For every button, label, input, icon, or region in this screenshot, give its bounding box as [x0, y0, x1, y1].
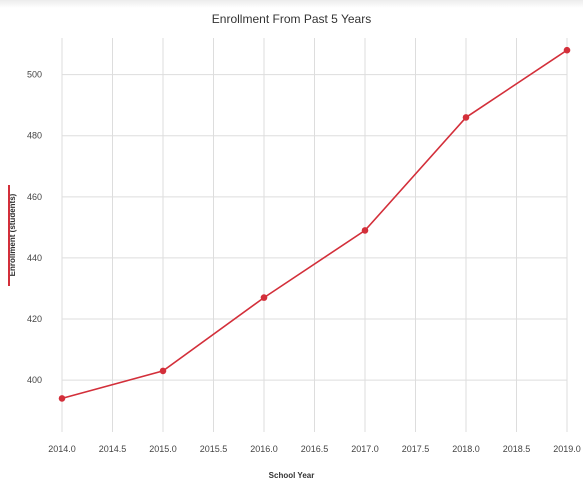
x-axis-title: School Year [268, 471, 315, 480]
x-tick-label: 2019.0 [553, 444, 581, 454]
chart-title: Enrollment From Past 5 Years [211, 12, 372, 26]
x-tick-label: 2018.5 [503, 444, 531, 454]
x-tick-label: 2017.5 [402, 444, 430, 454]
x-tick-label: 2015.5 [200, 444, 228, 454]
x-tick-label: 2016.5 [301, 444, 329, 454]
top-shade [0, 0, 583, 8]
data-point [159, 367, 167, 375]
x-tick-label: 2015.0 [149, 444, 177, 454]
series-line [61, 49, 568, 400]
data-point [260, 294, 268, 301]
y-tick-label: 440 [27, 253, 42, 263]
series [58, 46, 571, 402]
x-tick-label: 2014.5 [99, 444, 127, 454]
y-tick-label: 400 [27, 375, 42, 385]
data-point [58, 395, 66, 402]
y-tick-label: 480 [27, 131, 42, 141]
y-tick-label: 500 [27, 70, 42, 80]
y-tick-label: 420 [27, 314, 42, 324]
y-tick-label: 460 [27, 192, 42, 202]
x-tick-label: 2016.0 [250, 444, 278, 454]
data-point [563, 46, 571, 54]
y-axis-title-underline [8, 185, 10, 286]
x-tick-label: 2017.0 [351, 444, 379, 454]
grid [61, 38, 568, 432]
x-tick-label: 2014.0 [48, 444, 76, 454]
x-tick-label: 2018.0 [452, 444, 480, 454]
data-point [462, 114, 470, 121]
data-point [361, 227, 369, 234]
tick-labels: 2014.0 2014.5 2015.0 2015.5 2016.0 2016.5 2017… [27, 70, 581, 454]
